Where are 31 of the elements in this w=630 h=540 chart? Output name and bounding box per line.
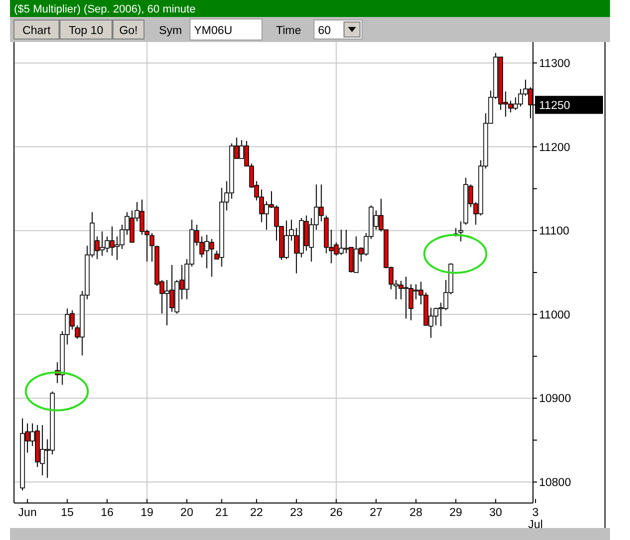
button: Go! — [112, 20, 144, 40]
y-tick-label: 10900 — [539, 393, 571, 406]
x-tick-label: Jun — [18, 507, 37, 519]
candlestick — [150, 232, 154, 262]
x-tick-label: 27 — [370, 507, 383, 519]
x-tick-label: 15 — [60, 507, 74, 519]
y-tick-label: 10800 — [539, 477, 571, 490]
y-tick-label: 11000 — [539, 309, 570, 322]
x-tick-label: 3 Jul — [528, 507, 543, 531]
price-tag: 11250 — [535, 96, 603, 114]
x-tick-label: 23 — [290, 507, 303, 519]
button: Chart — [14, 20, 60, 40]
x-tick-label: 28 — [410, 507, 422, 519]
x-tick-label: 20 — [180, 507, 194, 519]
x-tick-label: 29 — [449, 507, 462, 519]
y-tick-label: 11100 — [539, 226, 570, 238]
select-box: 60 — [314, 20, 362, 40]
chart-title: ($5 Multiplier) (Sep. 2006), 60 minute — [14, 4, 196, 16]
x-tick-label: 30 — [489, 507, 502, 519]
x-tick-label: 21 — [215, 507, 228, 519]
text-field: YM06U — [190, 18, 262, 40]
x-tick-label: 22 — [250, 507, 263, 519]
candlestick — [458, 220, 464, 242]
x-tick-label: 19 — [140, 507, 154, 519]
y-tick-label: 11200 — [539, 142, 570, 154]
title-bar: ($5 Multiplier) (Sep. 2006), 60 minute — [10, 0, 610, 17]
x-tick-label: 16 — [100, 507, 114, 519]
y-tick-label: 11300 — [539, 58, 570, 70]
x-tick-label: 26 — [330, 507, 343, 519]
button: Top 10 — [60, 20, 112, 40]
toolbar: Chart Top 10 Go! Sym YM06U Time 60 — [10, 17, 610, 42]
